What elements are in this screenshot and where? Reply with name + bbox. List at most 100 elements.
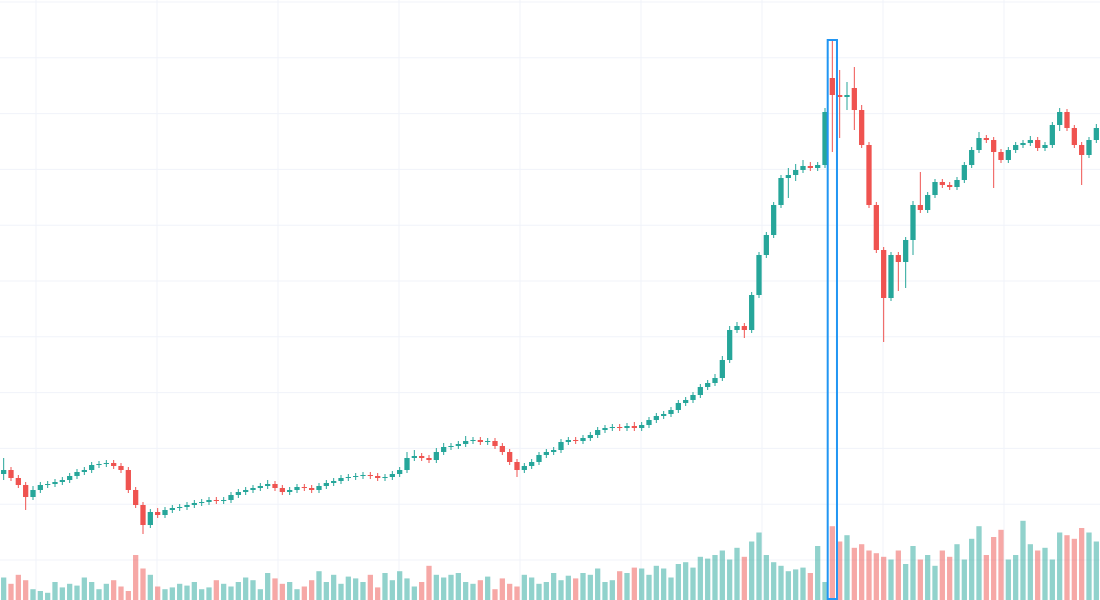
volume-bar [426, 565, 432, 600]
volume-bar [433, 574, 439, 600]
candle-body [375, 476, 381, 478]
candle-body [932, 182, 938, 195]
volume-bar [279, 583, 285, 600]
volume-bar [23, 580, 29, 600]
volume-bar [228, 586, 234, 600]
candle-body [367, 475, 373, 476]
volume-bar [74, 585, 80, 600]
volume-bar [734, 547, 740, 600]
volume-bar [712, 555, 718, 600]
volume-bar [199, 589, 205, 600]
candle-body [873, 205, 879, 250]
volume-bar [1093, 541, 1099, 600]
volume-bar [1049, 559, 1055, 600]
volume-bar [147, 574, 153, 600]
candle-body [499, 446, 505, 452]
volume-bar [925, 555, 931, 600]
volume-bar [793, 569, 799, 600]
candle-body [67, 476, 73, 480]
volume-bar [998, 529, 1004, 600]
candle-body [617, 427, 623, 428]
highlight-box [826, 39, 838, 600]
volume-bar [961, 559, 967, 600]
volume-bar [52, 582, 58, 600]
candle-body [279, 488, 285, 492]
candle-body [624, 426, 630, 428]
volume-bar [360, 582, 366, 600]
volume-bar [1, 577, 7, 600]
volume-bar [807, 573, 813, 600]
candle-body [448, 446, 454, 447]
volume-bar [697, 556, 703, 600]
candle-body [507, 452, 513, 462]
volume-bar [1020, 520, 1026, 600]
candle-body [800, 166, 806, 170]
volume-bar [595, 568, 601, 600]
volume-bar [558, 580, 564, 600]
volume-bar [1042, 547, 1048, 600]
volume-bar [881, 556, 887, 600]
volume-bar [140, 568, 146, 600]
candle-body [331, 481, 337, 483]
candle-body [727, 330, 733, 360]
candle-body [221, 500, 227, 501]
candle-body [580, 438, 586, 441]
candle-body [991, 140, 997, 152]
volume-bar [45, 592, 51, 600]
volume-bar [580, 573, 586, 600]
volume-bar [719, 550, 725, 600]
volume-bar [514, 586, 520, 600]
candle-body [1013, 145, 1019, 150]
candle-body [734, 326, 740, 330]
candle-body [59, 480, 65, 482]
candle-body [609, 427, 615, 428]
candle-body [103, 463, 109, 464]
volume-bar [375, 587, 381, 600]
volume-bar [191, 582, 197, 600]
candle-body [287, 490, 293, 492]
candle-body [668, 410, 674, 414]
candle-body [360, 475, 366, 476]
volume-bar [250, 580, 256, 600]
volume-bar [749, 541, 755, 600]
candle-body [1093, 128, 1099, 140]
candle-body [587, 435, 593, 438]
candle-body [822, 112, 828, 165]
volume-bar [873, 553, 879, 600]
candle-body [294, 487, 300, 490]
candle-body [96, 464, 102, 465]
candle-body [778, 178, 784, 205]
candle-body [316, 486, 322, 490]
candle-body [213, 500, 219, 501]
volume-bar [1064, 535, 1070, 600]
volume-bar [492, 589, 498, 600]
candle-body [426, 458, 432, 460]
volume-bar [1013, 555, 1019, 600]
candle-body [118, 466, 124, 470]
volume-bar [133, 555, 139, 600]
volume-bar [763, 555, 769, 600]
candle-body [147, 512, 153, 525]
volume-bar [485, 576, 491, 600]
volume-bar [617, 571, 623, 600]
volume-bar [155, 586, 161, 600]
candle-body [463, 441, 469, 444]
candle-body [771, 205, 777, 235]
volume-bar [206, 587, 212, 600]
volume-bar [331, 574, 337, 600]
volume-bar [169, 587, 175, 600]
volume-bar [235, 582, 241, 600]
volume-bar [976, 526, 982, 600]
volume-bar [323, 582, 329, 600]
candle-body [272, 484, 278, 488]
volume-bar [411, 586, 417, 600]
volume-bar [37, 591, 43, 600]
volume-bar [837, 541, 843, 600]
candle-body [323, 483, 329, 486]
volume-bar [785, 571, 791, 600]
candle-body [829, 78, 835, 95]
candle-body [631, 426, 637, 428]
volume-bar [1071, 538, 1077, 600]
candle-body [133, 490, 139, 505]
candle-body [690, 395, 696, 400]
